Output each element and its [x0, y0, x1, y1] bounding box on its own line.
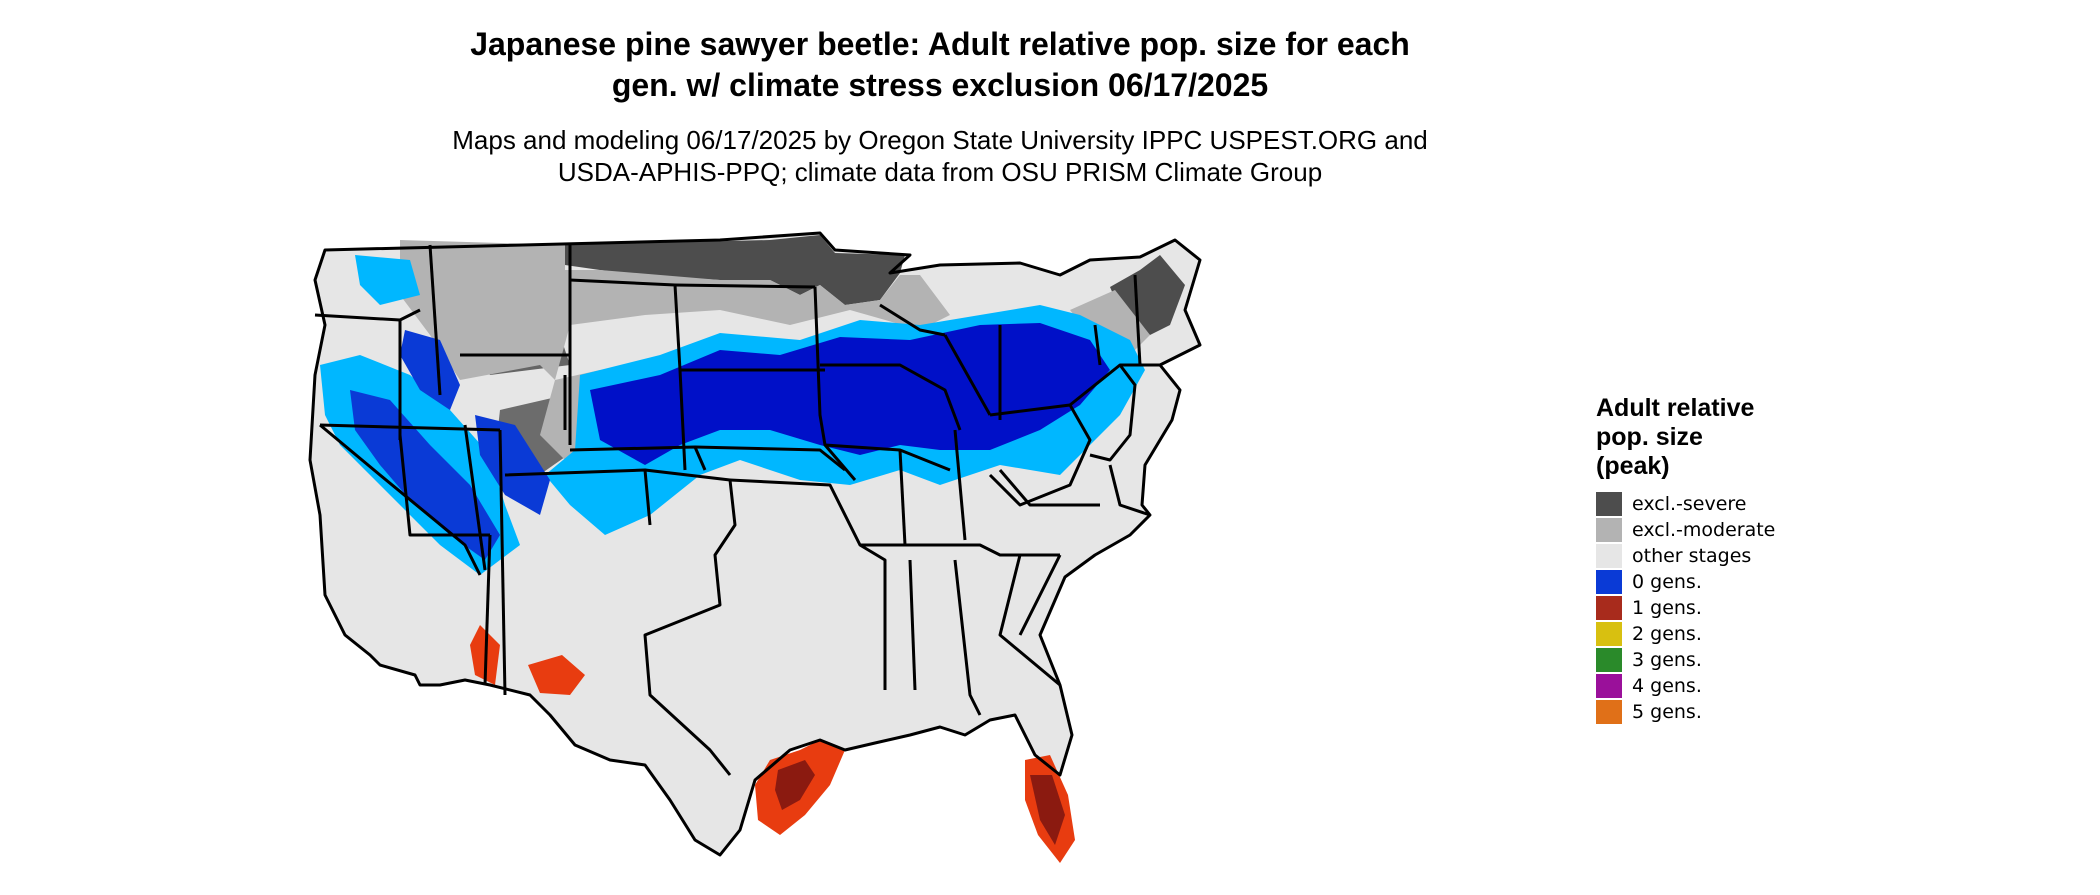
us-map [308, 231, 1202, 863]
legend-item: excl.-moderate [1596, 517, 1816, 543]
legend-label: other stages [1632, 545, 1752, 567]
zero-gens-deep-region-southwest [350, 390, 500, 560]
subtitle-line-1: Maps and modeling 06/17/2025 by Oregon S… [452, 125, 1428, 155]
map-legend: Adult relative pop. size (peak) excl.-se… [1596, 394, 1816, 725]
legend-title-line-2: pop. size [1596, 423, 1703, 451]
legend-label: 1 gens. [1632, 597, 1702, 619]
one-gens-region-arizona [528, 655, 585, 695]
excl-severe-region-north [565, 235, 905, 305]
title-line-2: gen. w/ climate stress exclusion 06/17/2… [611, 67, 1269, 103]
legend-title-line-1: Adult relative [1596, 394, 1755, 422]
one-gens-dark-region-texas [775, 760, 815, 810]
map-subtitle: Maps and modeling 06/17/2025 by Oregon S… [0, 124, 1880, 188]
zero-gens-deep-region-utah [400, 330, 460, 410]
legend-swatch-1-gens [1596, 596, 1622, 620]
legend-swatch-5-gens [1596, 700, 1622, 724]
legend-title: Adult relative pop. size (peak) [1596, 394, 1816, 481]
legend-item: excl.-severe [1596, 491, 1816, 517]
legend-label: 5 gens. [1632, 701, 1702, 723]
legend-swatch-2-gens [1596, 622, 1622, 646]
legend-item: 0 gens. [1596, 569, 1816, 595]
legend-item: 5 gens. [1596, 699, 1816, 725]
excl-moderate-region-northeast [1070, 290, 1150, 355]
legend-label: 3 gens. [1632, 649, 1702, 671]
legend-label: 2 gens. [1632, 623, 1702, 645]
legend-item: 2 gens. [1596, 621, 1816, 647]
legend-label: excl.-moderate [1632, 519, 1776, 541]
zero-gens-deep-region-arizona [475, 415, 550, 515]
subtitle-line-2: USDA-APHIS-PPQ; climate data from OSU PR… [557, 157, 1323, 187]
legend-item: 4 gens. [1596, 673, 1816, 699]
title-line-1: Japanese pine sawyer beetle: Adult relat… [470, 26, 1410, 62]
zero-gens-light-region-northwest [355, 255, 420, 305]
legend-swatch-3-gens [1596, 648, 1622, 672]
legend-swatch-excl-moderate [1596, 518, 1622, 542]
legend-label: 0 gens. [1632, 571, 1702, 593]
legend-swatch-0-gens [1596, 570, 1622, 594]
one-gens-dark-region-florida [1030, 775, 1065, 845]
zero-gens-deep-region [590, 323, 1110, 465]
legend-label: 4 gens. [1632, 675, 1702, 697]
legend-swatch-excl-severe [1596, 492, 1622, 516]
state-borders [308, 231, 1202, 857]
map-title: Japanese pine sawyer beetle: Adult relat… [0, 24, 1880, 106]
legend-title-line-3: (peak) [1596, 452, 1670, 480]
legend-label: excl.-severe [1632, 493, 1747, 515]
legend-item: other stages [1596, 543, 1816, 569]
legend-swatch-other-stages [1596, 544, 1622, 568]
legend-item: 3 gens. [1596, 647, 1816, 673]
legend-item: 1 gens. [1596, 595, 1816, 621]
legend-swatch-4-gens [1596, 674, 1622, 698]
